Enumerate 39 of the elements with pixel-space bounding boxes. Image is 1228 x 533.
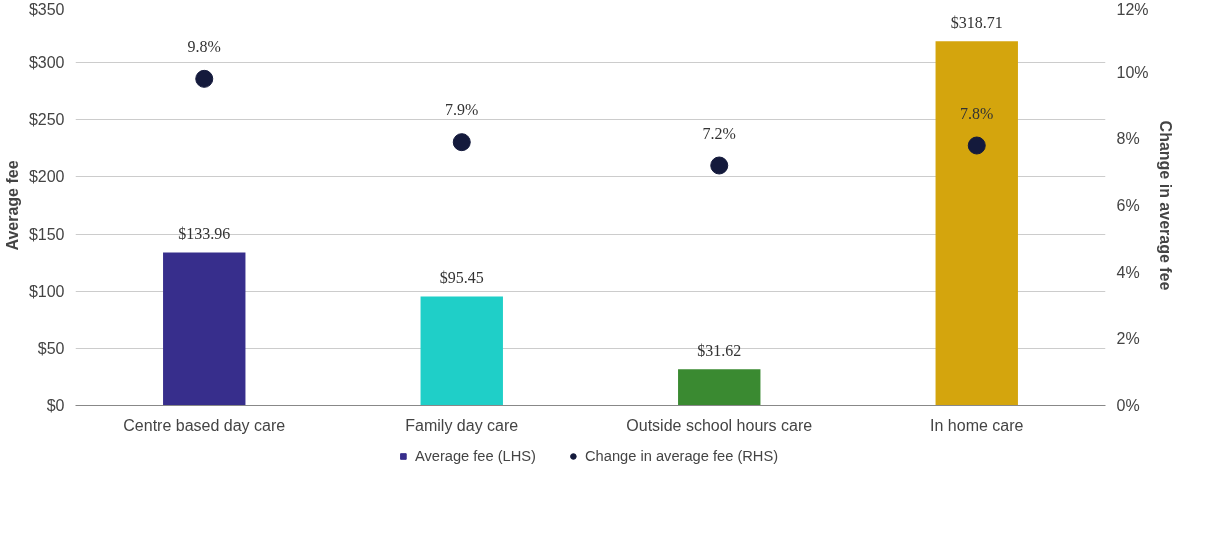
data-label: $95.45 [439,269,484,287]
x-tick-label: In home care [930,416,1024,434]
y2-tick-label: 10% [1116,63,1149,81]
point [967,136,986,155]
y2-tick-label: 4% [1116,263,1140,281]
y-tick-label: $250 [28,111,65,129]
y-tick-label: $350 [28,0,65,18]
legend-label: Change in average fee (RHS) [585,448,779,464]
y-axis-title: Average fee [3,160,21,251]
bar [935,41,1018,406]
point [195,69,214,88]
bar [678,369,761,406]
y2-tick-label: 12% [1116,0,1149,18]
y-tick-label: $300 [28,54,65,72]
point [452,133,471,152]
y-tick-label: $50 [37,339,65,357]
bar [163,252,246,406]
data-label: $318.71 [950,14,1003,32]
y-tick-label: $150 [28,225,65,243]
data-label: 9.8% [187,37,221,55]
x-tick-label: Family day care [405,416,519,434]
x-tick-label: Centre based day care [123,416,286,434]
y-tick-label: $0 [46,397,65,414]
data-label: $31.62 [697,342,742,360]
point [710,156,729,175]
legend-label: Average fee (LHS) [414,448,537,464]
y2-tick-label: 0% [1116,397,1140,414]
data-label: 7.2% [702,124,736,142]
data-label: 7.8% [960,104,994,122]
y2-tick-label: 8% [1116,130,1140,148]
data-label: 7.9% [445,101,479,119]
y2-tick-label: 2% [1116,330,1140,348]
bar [420,296,503,406]
y-tick-label: $100 [28,282,65,300]
y2-axis-title: Change in average fee [1156,120,1174,291]
x-tick-label: Outside school hours care [626,416,813,434]
data-label: $133.96 [178,225,231,243]
y2-tick-label: 6% [1116,197,1140,214]
y-tick-label: $200 [28,168,65,186]
